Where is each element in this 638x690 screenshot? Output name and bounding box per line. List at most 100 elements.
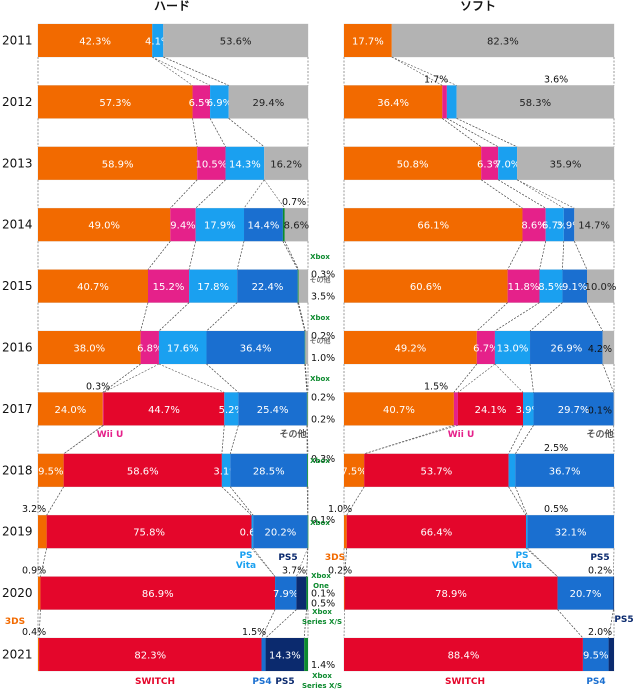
value-label-2015-3ds: 40.7% [77,282,109,293]
bar-2019-vita [251,515,254,549]
callout-2020-8: 0.2% [328,566,352,577]
callout-2018-8: 0.3% [311,454,335,465]
bar-2014-wiiu [522,208,546,242]
value-label-2017-vita: 5.2% [219,405,244,416]
connector-7-switch-0 [46,486,64,516]
callout-2018-5: 2.5% [544,443,568,454]
value-label-2019-vita: 0.6% [240,528,265,539]
connector-5-wiiu-1 [103,363,160,393]
bar-2019-switch [46,515,252,549]
hw-xbox-series-label-2021-line0: Xbox [312,672,332,680]
value-label-2020-switch: 86.9% [142,589,174,600]
connector-5-vita-0 [158,363,225,393]
callout-2019-9: 3.2% [22,504,46,515]
callout-2021-16: 1.5% [242,627,266,638]
connector-1-other-0 [228,118,265,148]
bar-2020-3ds [344,576,345,610]
value-label-2017-3ds: 24.0% [55,405,87,416]
bar-2012-vita [446,85,457,119]
connector-3-vita-0 [539,241,546,270]
software-title: ソフト [460,0,496,13]
value-label-2018-3ds: 9.5% [38,466,63,477]
bar-2016-vita [158,331,207,364]
connector-3-ps4-0 [236,241,245,270]
year-label-2011: 2011 [2,34,33,48]
bar-2016-vita [494,331,531,364]
bar-2019-3ds [38,515,47,549]
callout-2019-7: 0.5% [544,504,568,515]
bar-2012-other [228,85,308,119]
value-label-2011-vita: 4.1% [145,37,170,48]
callout-2014-0: 0.7% [282,197,306,208]
bar-2011-3ds [344,24,392,57]
connector-4-wiiu-0 [140,302,149,332]
callout-2020-12: 3.7% [282,566,306,577]
bar-2019-xboxone [307,515,309,549]
value-label-2017-switch: 24.1% [475,405,507,416]
connector-8-switch-1 [251,548,276,577]
value-label-2018-vita: 3.1% [213,466,238,477]
bar-2019-ps4 [253,515,308,549]
value-label-2015-3ds: 60.6% [410,282,442,293]
bar-2018-xboxone [307,453,308,487]
bar-2020-switch [40,576,276,610]
connector-2-other-0 [263,179,286,209]
hw-xbox-one-label-line1: One [313,582,329,590]
bar-2014-ps4 [563,208,575,242]
value-label-2015-vita: 8.5% [538,282,563,293]
bar-2021-ps4 [261,638,266,671]
bar-2021-xboxseries [304,638,308,671]
year-label-2020: 2020 [2,586,33,600]
value-label-2014-ps4: 3.9% [556,221,581,232]
bar-2013-other [517,146,614,180]
bar-2021-ps4 [582,638,609,671]
value-label-2019-switch: 75.8% [133,528,165,539]
bar-2012-wiiu [192,85,211,119]
bar-2015-3ds [344,269,508,303]
value-label-2013-other: 35.9% [550,159,582,170]
value-label-2013-3ds: 50.8% [397,159,429,170]
hw-ps4-label: PS4 [252,677,271,687]
value-label-2014-vita: 17.9% [204,221,236,232]
hw-xbox-tag-2019: Xbox [310,519,330,527]
connector-8-ps4-1 [613,548,615,577]
connector-2-wiiu-0 [480,179,523,209]
bar-2014-other [284,208,308,242]
value-label-2015-vita: 17.8% [197,282,229,293]
value-label-2012-wiiu: 6.5% [189,98,214,109]
bar-2013-3ds [38,146,198,180]
connector-3-other-0 [574,241,588,270]
bar-2017-xboxone [306,392,308,426]
value-label-2013-wiiu: 10.5% [195,159,227,170]
bar-2015-vita [539,269,563,303]
connector-2-vita-0 [195,179,226,209]
connector-4-ps4-0 [529,302,563,332]
connector-5-xboxone-0 [304,363,308,393]
bar-2012-wiiu [442,85,447,119]
hw-ps-vita-label-line1: Vita [236,561,256,571]
year-label-2019: 2019 [2,525,33,539]
connector-2-vita-0 [498,179,546,209]
hw-wiiu-label: Wii U [97,430,124,440]
connector-8-xboxone-1 [306,548,309,577]
connector-1-wiiu-0 [442,118,482,148]
bar-2017-switch [103,392,225,426]
value-label-2014-other: 8.6% [284,221,309,232]
bar-2013-other [264,146,308,180]
bar-2012-other [456,85,614,119]
value-label-2018-ps4: 28.5% [253,466,285,477]
connector-0-3ds-1 [152,56,193,86]
connector-8-switch-1 [525,547,558,577]
value-label-2011-other: 82.3% [487,37,519,48]
bar-2019-switch [346,515,526,549]
callout-2020-9: 0.2% [588,566,612,577]
bar-2016-wiiu [140,331,159,364]
bar-2017-wiiu [453,392,458,426]
bar-2017-vita [224,392,239,426]
sw-ps-vita-label-line1: Vita [512,561,532,571]
hw-xbox-one-label-line0: Xbox [311,572,331,580]
value-label-2017-vita: 3.9% [516,405,541,416]
bar-2016-other [305,331,308,364]
callout-2016-2: 4.2% [588,344,612,355]
hw-other-tag-2016: その他 [310,336,331,345]
